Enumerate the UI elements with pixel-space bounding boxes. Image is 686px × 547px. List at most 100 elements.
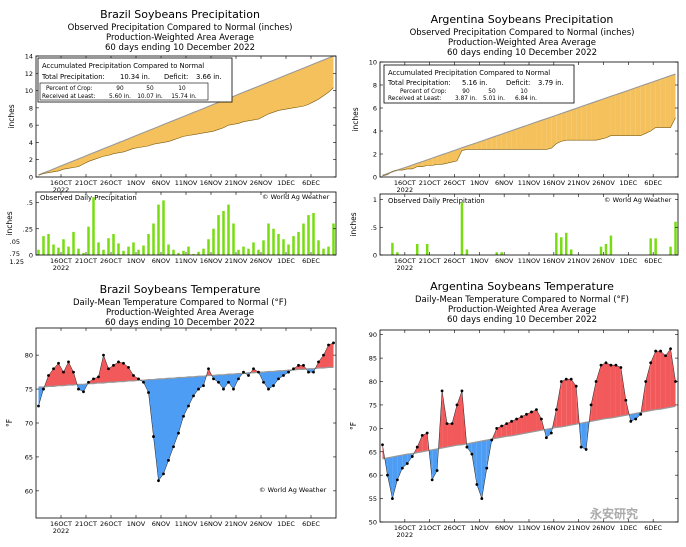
cool-anomaly-area [153, 378, 159, 481]
deficit-area [581, 104, 587, 141]
deficit-area [605, 96, 611, 138]
year-label: 2022 [397, 264, 414, 272]
deficit-area [273, 78, 279, 113]
x-tick-label: 16OCT [394, 257, 416, 265]
cool-anomaly-area [193, 376, 199, 396]
precip-bar [252, 242, 255, 255]
data-point [510, 419, 514, 423]
x-tick-label: 26OCT [444, 179, 466, 187]
deficit-area [576, 106, 582, 141]
chart-subtitle: Daily-Mean Temperature Compared to Norma… [415, 295, 629, 305]
info-row1-label: Percent of Crop: [46, 86, 93, 92]
data-point [629, 419, 633, 423]
deficit-area [228, 96, 234, 126]
deficit-area [158, 124, 164, 144]
deficit-area [173, 118, 179, 140]
daily-precip-chart: 16OCT 21OCT 26OCT 1NOV 6NOV 11NOV 16NOV 21NOV 26… [349, 193, 679, 272]
info-total-label: Total Precipitation: [387, 79, 451, 87]
precip-bar [62, 239, 65, 255]
chart-subtitle: 60 days ending 10 December 2022 [105, 43, 255, 53]
precip-bar [312, 213, 315, 255]
x-tick-label: 16NOV [543, 524, 566, 532]
cool-anomaly-area [268, 371, 274, 390]
warm-anomaly-area [650, 351, 656, 411]
daily-precip-chart: 16OCT 21OCT 26OCT 1NOV 6NOV 11NOV 16NOV 21NOV 26… [5, 191, 337, 272]
x-tick-label: 1NOV [127, 179, 146, 187]
data-point [312, 370, 315, 374]
y-tick-label: 8 [29, 104, 33, 112]
observed-line [382, 348, 676, 499]
data-point [212, 377, 215, 381]
warm-anomaly-area [645, 362, 651, 412]
data-point [252, 367, 255, 371]
x-tick-label: 16NOV [200, 520, 223, 528]
data-point [82, 390, 85, 394]
warm-anomaly-area [591, 381, 597, 422]
data-point [574, 384, 578, 388]
data-point [172, 445, 175, 449]
warm-anomaly-area [670, 348, 676, 408]
normal-line [382, 405, 676, 460]
y-tick-label: .25 [23, 225, 33, 233]
data-point [485, 466, 489, 470]
data-point [460, 389, 464, 393]
warm-anomaly-area [596, 365, 602, 421]
y-tick-label: 6 [29, 122, 33, 130]
data-point [495, 426, 499, 430]
data-point [277, 377, 280, 381]
deficit-area [437, 154, 443, 165]
cool-anomaly-area [228, 374, 234, 390]
data-point [544, 436, 548, 440]
deficit-area [268, 80, 274, 114]
temperature-chart: 16OCT 21OCT 26OCT 1NOV 6NOV 11NOV 16NOV 21NOV 26… [5, 327, 337, 535]
precip-bar [112, 234, 115, 255]
data-point [644, 380, 648, 383]
data-point [634, 417, 638, 421]
precip-bar [317, 240, 320, 255]
deficit-area [233, 94, 239, 125]
chart-title: Argentina Soybeans Temperature [430, 280, 614, 293]
data-point [520, 415, 523, 419]
data-point [237, 377, 240, 381]
deficit-area [546, 116, 552, 150]
data-point [292, 367, 295, 371]
deficit-area [466, 144, 472, 150]
warm-anomaly-area [98, 355, 104, 383]
precip-bar [207, 239, 210, 255]
deficit-area [496, 134, 502, 150]
chart-subtitle: Production-Weighted Area Average [448, 38, 596, 48]
warm-anomaly-area [620, 367, 626, 417]
precip-bar [187, 246, 190, 255]
deficit-area [417, 161, 423, 167]
x-tick-label: 21OCT [419, 257, 441, 265]
data-point [287, 370, 290, 374]
y-tick-label: 12 [25, 70, 33, 78]
x-tick-label: 1DEC [619, 257, 637, 265]
chart-subtitle: Daily-Mean Temperature Compared to Norma… [73, 298, 287, 308]
deficit-area [625, 89, 631, 136]
x-tick-label: 11NOV [175, 520, 198, 528]
x-tick-label: 26OCT [100, 520, 122, 528]
cool-anomaly-area [278, 370, 284, 379]
extra-tick-label: .05 [10, 238, 20, 246]
warm-anomaly-area [605, 362, 611, 419]
deficit-area [183, 114, 189, 137]
info-deficit-label: Deficit: [506, 79, 530, 87]
precip-bar [262, 240, 265, 255]
data-point [669, 347, 672, 351]
data-point [137, 377, 140, 381]
x-tick-label: 11NOV [175, 179, 198, 187]
deficit-area [566, 110, 572, 141]
y-tick-label: 70 [25, 420, 33, 428]
x-tick-label: 21NOV [225, 520, 248, 528]
y-axis-label: inches [5, 211, 14, 235]
data-point [604, 361, 608, 365]
precip-bar [242, 246, 245, 255]
y-tick-label: 80 [369, 378, 377, 386]
x-tick-label: 6DEC [302, 257, 320, 265]
cool-anomaly-area [397, 455, 403, 480]
y-tick-label: 6 [373, 105, 377, 113]
info-heading: Accumulated Precipitation Compared to No… [388, 69, 550, 77]
info-row2-value: 5.01 in. [483, 96, 505, 102]
observed-line [382, 117, 676, 177]
